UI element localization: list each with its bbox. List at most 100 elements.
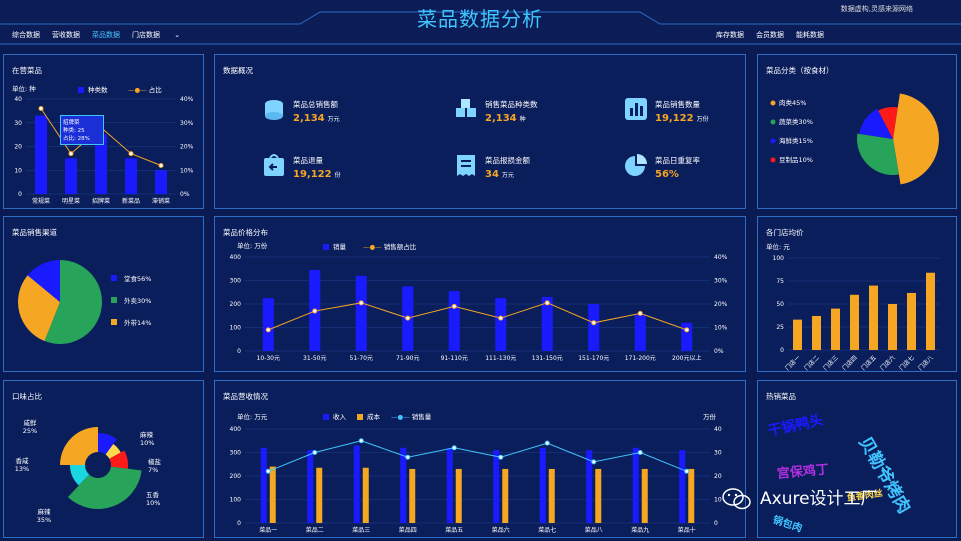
line-point [544, 440, 550, 446]
x-tick-label: 菜品三 [352, 526, 370, 534]
y2-tick-label: 0 [714, 520, 718, 527]
legend-swatch [111, 319, 117, 325]
watermark: Axure设计工厂 [722, 484, 878, 510]
panel-title: 菜品营收情况 [223, 392, 268, 401]
x-tick-label: 31-50元 [303, 355, 326, 362]
return-bag-icon [264, 154, 284, 176]
y2-tick-label: 40 [714, 426, 722, 433]
x-tick-label: 菜品一 [259, 526, 277, 534]
bar [316, 467, 323, 523]
receipt-icon [457, 155, 475, 176]
nav-item-stores[interactable]: 门店数据 ⌄ [132, 31, 192, 39]
chart-store-price: 0 25 50 75 100 门店一 门店二 门店三 门店四 门店五 门店六 门店七 门店八 [773, 255, 940, 372]
chevron-down-icon: ⌄ [174, 31, 181, 39]
pie-slice [857, 133, 899, 175]
bar [495, 298, 507, 351]
nav-item-inventory[interactable]: 库存数据 [716, 31, 744, 39]
panel-channel: 菜品销售渠道 堂食56% 外卖30% 外带14% [3, 216, 204, 372]
rose-slice [98, 433, 117, 455]
y-tick-label: 100 [773, 255, 785, 262]
legend-ratio: —●— 销售额占比 [363, 241, 416, 251]
nav-item-members[interactable]: 会员数据 [756, 31, 784, 39]
series-line [268, 302, 687, 331]
overview-item: 菜品退量 19,122 份 [261, 151, 411, 191]
y-tick-label: 0 [237, 520, 241, 527]
line-point [684, 327, 690, 333]
legend-swatch [357, 414, 363, 420]
legend-label: 豆制品10% [779, 155, 813, 164]
y2-tick-label: 10 [714, 497, 722, 504]
legend-label: 海鲜类15% [779, 136, 813, 145]
cloud-word[interactable]: 锅包肉 [771, 514, 804, 535]
overview-label: 菜品退量 [293, 156, 323, 165]
chart-active-dishes: 0 0%10 10%20 20%30 30%40 40%常规菜 明星菜 招牌菜 新菜品 滞销菜 [14, 96, 194, 205]
line-point [684, 468, 690, 474]
x-tick-label: 菜品九 [631, 526, 649, 534]
overview-label: 菜品总销售额 [293, 100, 338, 109]
legend-dot [770, 119, 776, 125]
coins-icon [265, 100, 283, 120]
legend-label: 肉类45% [779, 98, 806, 107]
x-tick-label: 51-70元 [350, 355, 373, 362]
x-tick-label: 91-110元 [441, 355, 468, 362]
legend-dot [770, 157, 776, 163]
legend-swatch [323, 244, 329, 250]
nav-item-dishes[interactable]: 菜品数据 [92, 31, 120, 39]
x-tick-label: 菜品八 [585, 526, 603, 534]
series-line [268, 440, 687, 472]
panel-hot-dishes: 热销菜品 干锅鸭头 贝勒爷烤肉 宫保鸡丁 锅包肉 鱼香肉丝 [757, 380, 957, 538]
nav-item-stores-label: 门店数据 [132, 31, 160, 39]
panel-overview: 数据概况 菜品总销售额 2,134 万元 销售菜品种类数 2,134 种 菜品销售数… [214, 54, 746, 209]
legend-dot [770, 138, 776, 144]
x-tick-label: 门店五 [859, 354, 877, 372]
y-tick-label: 400 [230, 426, 242, 433]
y2-tick-label: 20% [180, 144, 194, 151]
overview-number: 19,122 [293, 169, 332, 180]
line-point [68, 151, 74, 157]
unit-label-right: 万份 [703, 413, 716, 421]
pie-slice [893, 93, 939, 185]
bar [679, 450, 686, 523]
x-tick-label: 门店六 [878, 354, 896, 372]
panel-title: 菜品分类（按食材） [766, 66, 834, 75]
panel-category: 菜品分类（按食材） 肉类45% 蔬菜类30% 海鲜类15% 豆制品10% [757, 54, 957, 209]
cloud-word[interactable]: 宫保鸡丁 [776, 462, 830, 482]
nav-item-energy[interactable]: 能耗数据 [796, 31, 824, 39]
overview-label: 销售菜品种类数 [485, 100, 538, 109]
legend-income: 收入 [323, 411, 346, 421]
nav-item-overview[interactable]: 综合数据 [12, 31, 40, 39]
rose-label-name: 椒盐 [148, 457, 162, 466]
pie-icon [625, 154, 647, 176]
cloud-word[interactable]: 干锅鸭头 [766, 412, 825, 440]
line-point [591, 320, 597, 326]
y2-tick-label: 0% [714, 348, 724, 355]
overview-value: 19,122 万份 [655, 113, 709, 124]
y-tick-label: 75 [776, 278, 784, 285]
rose-label-pct: 25% [23, 427, 37, 435]
overview-number: 34 [485, 169, 499, 180]
y-tick-label: 100 [230, 497, 242, 504]
y2-tick-label: 20 [714, 473, 722, 480]
bar [125, 158, 137, 194]
nav-item-revenue[interactable]: 营收数据 [52, 31, 80, 39]
bar [400, 447, 407, 523]
line-point [451, 445, 457, 451]
legend-label: 外带14% [124, 318, 151, 327]
bar [155, 170, 167, 194]
overview-label: 菜品日重复率 [655, 156, 700, 165]
x-tick-label: 10-30元 [257, 355, 280, 362]
legend-label: 销售额占比 [383, 243, 417, 251]
x-tick-label: 菜品六 [492, 526, 510, 534]
y2-tick-label: 0% [180, 191, 190, 198]
chart-channel-pie: 堂食56% 外卖30% 外带14% [17, 260, 151, 344]
x-tick-label: 门店三 [821, 354, 839, 372]
x-tick-label: 门店七 [897, 354, 915, 372]
rose-label-pct: 7% [148, 466, 158, 474]
rose-slice [70, 465, 90, 486]
rose-label-name: 麻辣 [140, 430, 154, 439]
bar [446, 447, 453, 523]
x-tick-label: 200元以上 [672, 354, 701, 362]
overview-unit: 份 [334, 172, 341, 179]
bar [409, 468, 416, 523]
y-tick-label: 0 [237, 348, 241, 355]
